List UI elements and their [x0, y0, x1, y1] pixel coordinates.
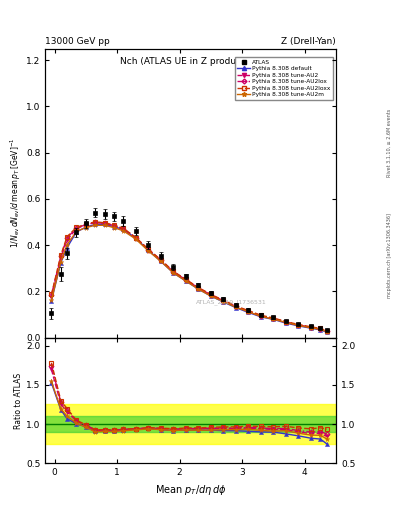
- Text: ATLAS_2019_I1736531: ATLAS_2019_I1736531: [196, 299, 267, 305]
- Text: Z (Drell-Yan): Z (Drell-Yan): [281, 37, 336, 46]
- Y-axis label: $1/N_\mathrm{ev}\,dN_\mathrm{ev}/d\,\mathrm{mean}\,p_T\,[\mathrm{GeV}]^{-1}$: $1/N_\mathrm{ev}\,dN_\mathrm{ev}/d\,\mat…: [9, 138, 23, 248]
- Y-axis label: Ratio to ATLAS: Ratio to ATLAS: [14, 372, 23, 429]
- Text: 13000 GeV pp: 13000 GeV pp: [45, 37, 110, 46]
- Text: mcplots.cern.ch [arXiv:1306.3436]: mcplots.cern.ch [arXiv:1306.3436]: [387, 214, 392, 298]
- Legend: ATLAS, Pythia 8.308 default, Pythia 8.308 tune-AU2, Pythia 8.308 tune-AU2lox, Py: ATLAS, Pythia 8.308 default, Pythia 8.30…: [235, 57, 333, 100]
- Text: Rivet 3.1.10, ≥ 2.6M events: Rivet 3.1.10, ≥ 2.6M events: [387, 109, 392, 178]
- Text: Nch (ATLAS UE in Z production): Nch (ATLAS UE in Z production): [119, 57, 262, 67]
- X-axis label: Mean $p_T/d\eta\,d\phi$: Mean $p_T/d\eta\,d\phi$: [155, 483, 226, 497]
